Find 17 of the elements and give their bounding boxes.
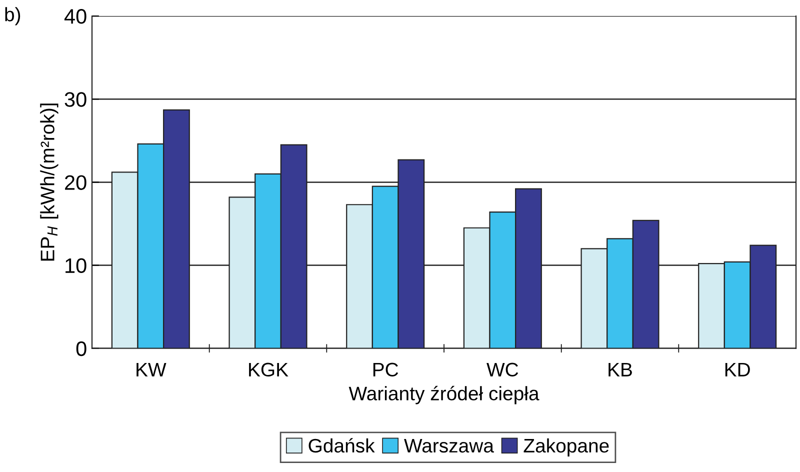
y-axis-title: EP$_{H}$ [kWh/(m²rok)] bbox=[40, 104, 58, 261]
legend-label: Zakopane bbox=[524, 438, 609, 456]
x-tick-label: WC bbox=[486, 362, 518, 377]
text: b) bbox=[5, 7, 20, 26]
x-axis-title: Warianty źródeł ciepła bbox=[348, 386, 540, 404]
x-tick-label: KW bbox=[136, 362, 166, 376]
y-tick-label: 0 bbox=[76, 341, 86, 356]
x-tick-label: PC bbox=[373, 362, 398, 377]
legend-label: Gdańsk bbox=[308, 438, 375, 453]
y-tick-label: 10 bbox=[66, 258, 86, 274]
x-tick-label: KB bbox=[608, 362, 632, 376]
x-tick-label: KD bbox=[725, 362, 750, 376]
x-tick-label: KGK bbox=[249, 362, 288, 377]
y-tick-label: 30 bbox=[64, 92, 86, 107]
legend-label: Warszawa bbox=[404, 439, 494, 453]
y-tick-label: 40 bbox=[64, 9, 86, 24]
y-tick-label: 20 bbox=[65, 175, 86, 190]
